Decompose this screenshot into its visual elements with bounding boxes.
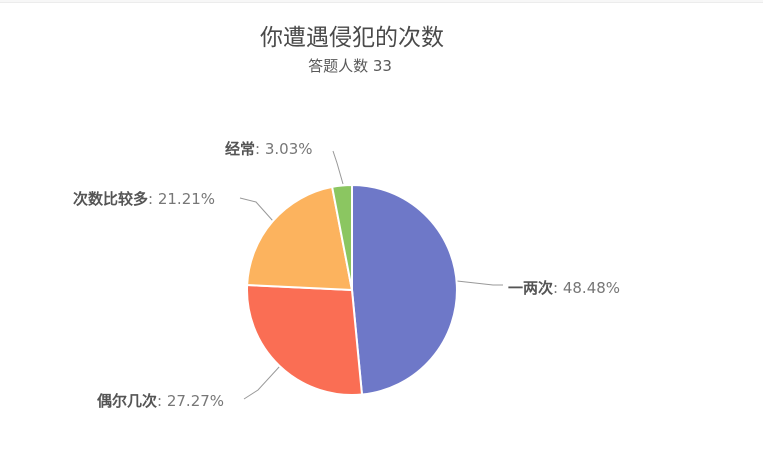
label-connector-lines bbox=[239, 150, 503, 400]
chart-subtitle: 答题人数 33 bbox=[308, 57, 392, 75]
pie-slice-2[interactable] bbox=[246, 185, 353, 291]
slice-label-name: 次数比较多 bbox=[73, 190, 149, 208]
connector-line-slice-0 bbox=[456, 280, 503, 286]
chart-title: 你遭遇侵犯的次数 bbox=[260, 25, 444, 51]
connector-line-slice-2 bbox=[239, 197, 274, 222]
slice-label-percent: : 27.27% bbox=[157, 392, 225, 410]
slice-label-percent: : 3.03% bbox=[255, 140, 313, 158]
slice-label-0: 一两次: 48.48% bbox=[508, 279, 620, 297]
slice-label-2: 次数比较多: 21.21% bbox=[73, 190, 215, 208]
slice-label-3: 经常: 3.03% bbox=[225, 140, 313, 158]
connector-line-slice-3 bbox=[332, 150, 344, 185]
slice-label-name: 偶尔几次 bbox=[97, 392, 158, 410]
pie-slices bbox=[246, 184, 458, 396]
pie-slice-0[interactable] bbox=[351, 184, 458, 396]
connector-line-slice-1 bbox=[243, 365, 281, 400]
slice-label-name: 经常 bbox=[225, 140, 256, 158]
top-edge-strip bbox=[0, 0, 763, 3]
slice-label-1: 偶尔几次: 27.27% bbox=[97, 392, 224, 410]
slice-label-percent: : 48.48% bbox=[553, 279, 621, 297]
pie-slice-3[interactable] bbox=[331, 184, 353, 291]
slice-label-percent: : 21.21% bbox=[148, 190, 216, 208]
slice-label-name: 一两次 bbox=[508, 279, 554, 297]
pie-slice-1[interactable] bbox=[246, 284, 363, 396]
